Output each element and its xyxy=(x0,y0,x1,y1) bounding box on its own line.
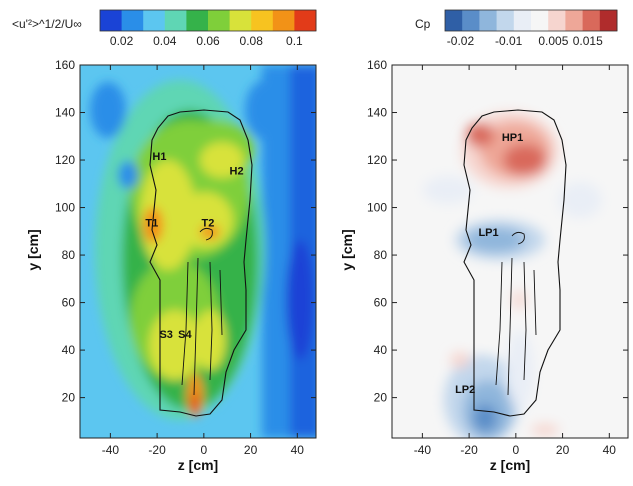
right-colorbar-tick-label: -0.01 xyxy=(495,34,523,48)
left-colorbar-swatch xyxy=(294,10,317,31)
right-body-outline xyxy=(463,109,567,417)
left-colorbar-swatch xyxy=(121,10,144,31)
left-x-tick-label: -40 xyxy=(102,443,120,457)
left-colorbar-swatch xyxy=(229,10,252,31)
right-region-label: LP1 xyxy=(478,227,498,239)
left-y-tick-label: 80 xyxy=(62,248,76,262)
right-x-axis-label: z [cm] xyxy=(490,457,530,473)
right-colorbar-swatch xyxy=(513,10,532,31)
left-panel: <u'²>^1/2/U∞ 0.02 0.04 0.06 0.08 0.1 xyxy=(12,9,317,473)
left-colorbar-tick-label: 0.08 xyxy=(240,34,264,48)
left-y-tick-label: 40 xyxy=(62,343,76,357)
left-colorbar-tick-label: 0.04 xyxy=(153,34,177,48)
right-x-tick-label: 0 xyxy=(512,443,519,457)
left-region-label: T1 xyxy=(145,218,158,230)
left-colorbar-tick-label: 0.1 xyxy=(286,34,303,48)
right-y-tick-label: 160 xyxy=(367,58,387,72)
right-x-tick-label: 40 xyxy=(603,443,617,457)
right-contour-field xyxy=(392,65,628,438)
left-body-outline xyxy=(149,109,253,417)
right-colorbar-swatch xyxy=(582,10,601,31)
left-y-tick-label: 20 xyxy=(62,391,76,405)
right-x-tick-label: -20 xyxy=(460,443,478,457)
left-region-label: H2 xyxy=(230,165,244,177)
right-y-tick-label: 40 xyxy=(374,343,388,357)
right-x-tick-label: -40 xyxy=(414,443,432,457)
right-y-axis-label: y [cm] xyxy=(339,229,355,270)
left-y-axis-label: y [cm] xyxy=(25,229,41,270)
right-colorbar-tick-label: 0.005 xyxy=(538,34,568,48)
right-colorbar-swatch xyxy=(531,10,549,31)
right-x-tick-label: 20 xyxy=(556,443,570,457)
right-colorbar-swatch xyxy=(548,10,566,31)
left-x-tick-label: 20 xyxy=(244,443,258,457)
right-y-tick-label: 80 xyxy=(374,248,388,262)
right-colorbar-swatch xyxy=(565,10,584,31)
left-colorbar-swatch xyxy=(272,10,295,31)
left-colorbar: <u'²>^1/2/U∞ 0.02 0.04 0.06 0.08 0.1 xyxy=(12,9,317,48)
left-y-tick-label: 120 xyxy=(55,153,75,167)
right-colorbar-swatch xyxy=(599,10,618,31)
right-colorbar-frame xyxy=(444,9,618,32)
left-colorbar-tick-label: 0.02 xyxy=(110,34,134,48)
right-colorbar-swatch xyxy=(496,10,515,31)
right-colorbar: Cp -0.02 -0.01 0.005 0.015 xyxy=(415,9,618,48)
left-x-tick-label: 40 xyxy=(291,443,305,457)
left-colorbar-frame xyxy=(99,9,317,32)
left-colorbar-swatch xyxy=(100,10,123,31)
left-y-tick-label: 60 xyxy=(62,296,76,310)
right-region-label: LP2 xyxy=(455,384,475,396)
right-colorbar-swatch xyxy=(445,10,463,31)
right-colorbar-tick-label: -0.02 xyxy=(447,34,475,48)
left-region-label: S3 xyxy=(159,329,172,341)
right-panel: Cp -0.02 -0.01 0.005 0.015 xyxy=(339,9,629,473)
right-y-tick-label: 140 xyxy=(367,106,387,120)
left-x-tick-label: -20 xyxy=(148,443,166,457)
right-y-tick-label: 60 xyxy=(374,296,388,310)
left-region-label: S4 xyxy=(178,329,192,341)
left-colorbar-swatch xyxy=(186,10,209,31)
right-y-tick-label: 20 xyxy=(374,391,388,405)
left-colorbar-swatch xyxy=(251,10,274,31)
left-colorbar-swatch xyxy=(143,10,166,31)
left-region-label: H1 xyxy=(152,151,166,163)
right-colorbar-tick-label: 0.015 xyxy=(573,34,603,48)
left-y-tick-label: 140 xyxy=(55,106,75,120)
right-colorbar-swatch xyxy=(462,10,480,31)
left-plot-frame xyxy=(79,64,317,439)
left-region-label: T2 xyxy=(202,218,215,230)
left-contour-field xyxy=(80,65,316,438)
right-plot-frame xyxy=(391,64,629,439)
left-colorbar-title: <u'²>^1/2/U∞ xyxy=(12,17,82,31)
left-colorbar-swatch xyxy=(164,10,187,31)
left-x-tick-label: 0 xyxy=(200,443,207,457)
left-colorbar-tick-label: 0.06 xyxy=(196,34,220,48)
right-colorbar-title: Cp xyxy=(415,17,431,31)
right-colorbar-swatch xyxy=(479,10,498,31)
left-x-axis-label: z [cm] xyxy=(178,457,218,473)
right-y-tick-label: 100 xyxy=(367,201,387,215)
right-region-label: HP1 xyxy=(502,132,523,144)
left-y-tick-label: 160 xyxy=(55,58,75,72)
left-y-tick-label: 100 xyxy=(55,201,75,215)
left-colorbar-swatch xyxy=(208,10,231,31)
right-y-tick-label: 120 xyxy=(367,153,387,167)
